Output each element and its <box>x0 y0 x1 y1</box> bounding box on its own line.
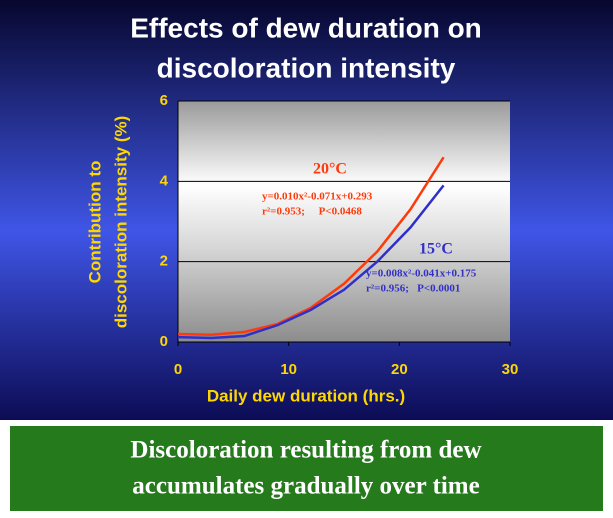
x-tick-label: 0 <box>174 361 182 378</box>
y-tick-label: 6 <box>160 92 168 109</box>
plot: 0 2 4 6 0 10 20 30 20°C y=0.010x²-0.071x+0.293 r²=… <box>160 92 519 378</box>
y-axis-label: Contribution to <box>85 161 104 284</box>
series-line <box>177 156 445 337</box>
y-axis-label: discoloration intensity (%) <box>111 116 130 329</box>
series-line <box>177 184 445 340</box>
equation: y=0.008x²-0.041x+0.175 <box>366 268 477 280</box>
x-tick-label: 30 <box>502 361 519 378</box>
y-tick-label: 4 <box>160 172 169 189</box>
x-tick-label: 10 <box>280 361 297 378</box>
title-line: discoloration intensity <box>157 52 456 83</box>
x-tick-label: 20 <box>391 361 408 378</box>
plot-area <box>178 101 510 342</box>
footer-line: Discoloration resulting from dew <box>130 437 481 464</box>
title-line: Effects of dew duration on <box>130 12 482 43</box>
footer-box <box>10 426 603 511</box>
fit-stats: r²=0.953; P<0.0468 <box>262 206 362 218</box>
legend-label: 20°C <box>313 161 347 178</box>
y-tick-label: 0 <box>160 333 168 350</box>
fit-stats: r²=0.956; P<0.0001 <box>366 283 460 295</box>
y-tick-label: 2 <box>160 253 168 270</box>
legend-label: 15°C <box>419 241 453 258</box>
footer-line: accumulates gradually over time <box>132 473 479 500</box>
equation: y=0.010x²-0.071x+0.293 <box>262 191 373 203</box>
x-axis-label: Daily dew duration (hrs.) <box>207 386 405 405</box>
